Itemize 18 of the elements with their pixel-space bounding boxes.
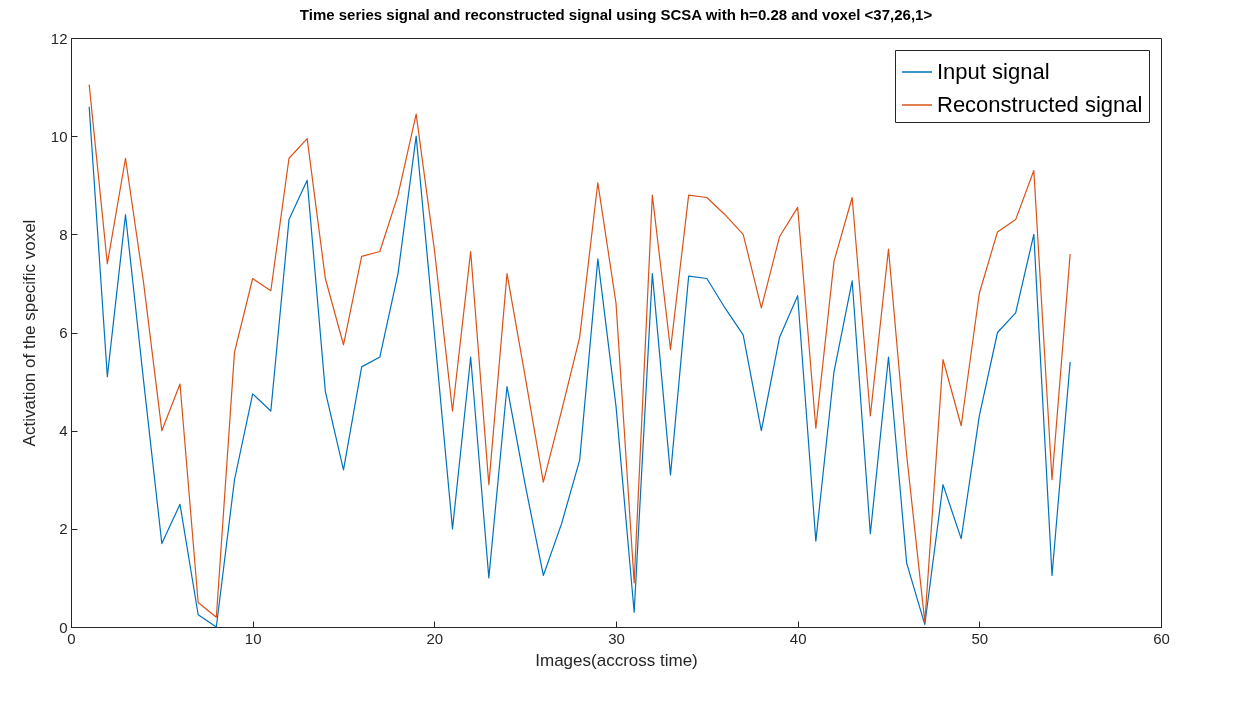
y-tick-label: 10 [50,127,68,145]
chart-title: Time series signal and reconstructed signal using SCSA with h=0.28 and voxel <37,26,1> [299,6,933,23]
x-tick-label: 20 [426,629,444,647]
y-tick-label: 12 [50,29,68,47]
y-axis-title: Activation of the specific voxel [19,219,39,447]
x-tick-label: 40 [789,629,807,647]
y-tick-label: 4 [59,422,68,440]
x-axis-title: Images(accross time) [535,650,698,670]
x-tick-label: 30 [608,629,625,647]
y-tick-label: 2 [59,520,68,538]
y-tick-label: 0 [59,618,68,636]
x-tick-label: 10 [244,629,262,647]
x-tick-label: 60 [1153,629,1170,647]
legend-label: Reconstructed signal [937,92,1143,117]
legend-label: Input signal [937,59,1050,84]
y-tick-label: 6 [59,324,68,341]
x-tick-label: 50 [971,629,989,647]
y-tick-label: 8 [59,225,68,243]
